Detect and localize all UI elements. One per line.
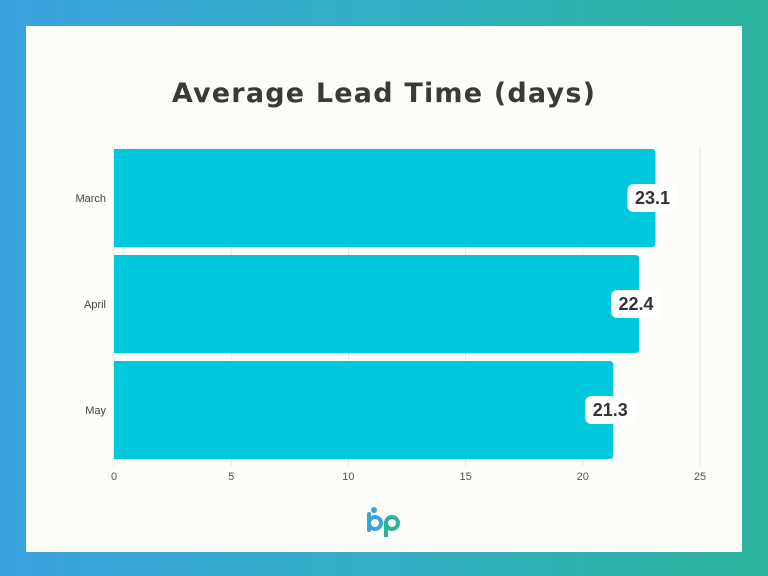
bar-march xyxy=(114,149,656,247)
category-label: April xyxy=(84,299,106,311)
value-label: 22.4 xyxy=(619,294,654,314)
chart-title: Average Lead Time (days) xyxy=(171,78,597,109)
bp-logo-icon xyxy=(367,507,401,537)
bars xyxy=(114,149,656,459)
value-label-box xyxy=(627,184,678,212)
value-labels: 23.1 22.4 21.3 xyxy=(585,184,678,424)
x-tick-label: 5 xyxy=(228,471,234,483)
value-label: 21.3 xyxy=(593,400,628,420)
bar-may xyxy=(114,361,614,459)
bar-april xyxy=(114,255,640,353)
value-label: 23.1 xyxy=(635,188,670,208)
x-tick-labels: 0 5 10 15 20 25 xyxy=(111,471,706,483)
category-label: May xyxy=(85,405,106,417)
value-label-box xyxy=(585,396,636,424)
category-labels: March April May xyxy=(75,193,106,417)
category-label: March xyxy=(75,193,106,205)
value-label-box xyxy=(611,290,662,318)
x-tick-label: 10 xyxy=(342,471,354,483)
x-tick-label: 15 xyxy=(459,471,471,483)
x-tick-label: 0 xyxy=(111,471,117,483)
x-tick-label: 25 xyxy=(694,471,706,483)
x-tick-label: 20 xyxy=(577,471,589,483)
